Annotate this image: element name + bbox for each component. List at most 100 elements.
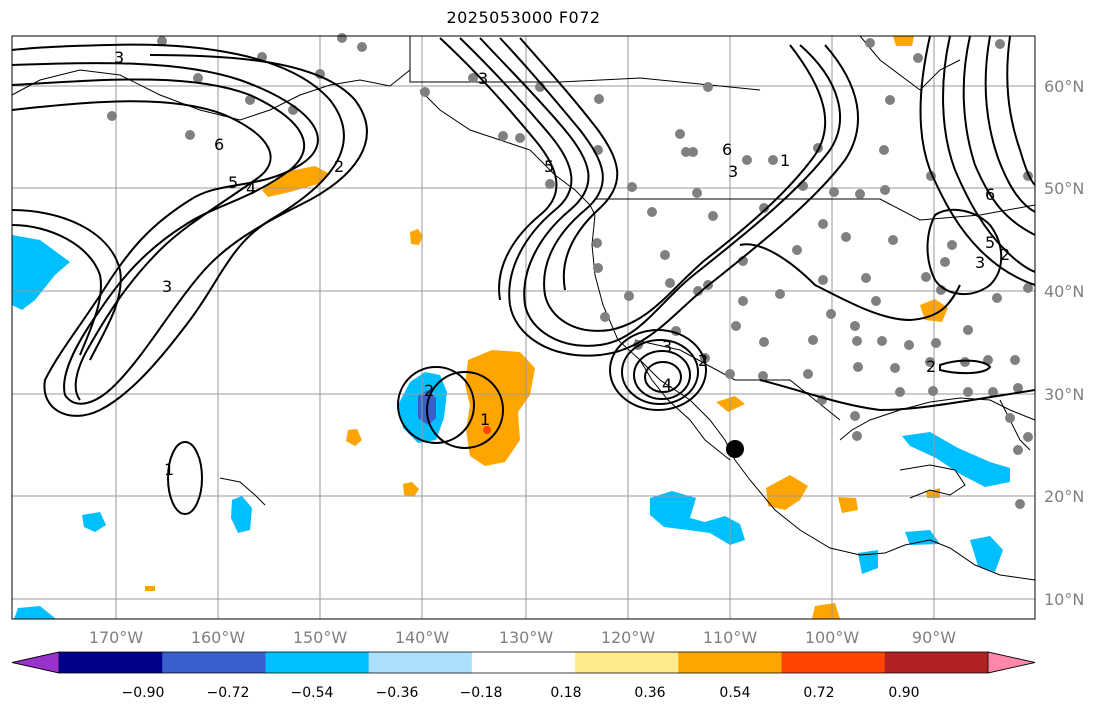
yucatan — [899, 464, 966, 499]
colorbar-ticks: −0.90 −0.72 −0.54 −0.36 −0.18 0.18 0.36 … — [122, 685, 920, 701]
station-points — [107, 33, 1033, 509]
contour-label: 1 — [480, 410, 490, 429]
colorbar-segment — [265, 652, 370, 673]
shade-orange-north-canada — [893, 36, 914, 46]
contour-label: 6 — [985, 185, 995, 204]
shade-orange-small-3 — [403, 482, 419, 497]
contour-labels: 3 6 5 4 2 3 3 5 6 3 1 2 3 4 2 1 1 2 3 5 … — [114, 48, 1010, 479]
hudson-bay — [859, 35, 961, 91]
shade-blue-caribbean — [970, 536, 1003, 572]
colorbar-segment — [884, 652, 989, 673]
shade-blue-gulf — [902, 432, 1010, 487]
contour-label: 3 — [975, 253, 985, 272]
colorbar-tick-label: −0.36 — [376, 685, 419, 701]
canada-north — [409, 36, 761, 91]
colorbar-extend-max — [987, 651, 1036, 674]
lat-label: 40°N — [1044, 282, 1084, 301]
colorbar-segment — [575, 652, 679, 673]
shade-orange-tiny — [145, 586, 155, 591]
hawaii — [219, 477, 266, 506]
colorbar-segment — [162, 652, 266, 673]
lat-label: 10°N — [1044, 590, 1084, 609]
map-title: 2025053000 F072 — [446, 8, 601, 27]
alaska-coast — [11, 69, 411, 121]
lat-label: 20°N — [1044, 487, 1084, 506]
latitude-labels: 60°N 50°N 40°N 30°N 20°N 10°N — [1044, 77, 1084, 609]
contour-label: 3 — [114, 48, 124, 67]
map-frame — [11, 35, 1036, 620]
colorbar-segment — [368, 652, 473, 673]
shade-orange-high — [465, 350, 535, 466]
colorbar-extend-min — [11, 651, 60, 674]
contour-label: 3 — [478, 69, 488, 88]
lat-label: 30°N — [1044, 385, 1084, 404]
shade-orange-mexico-2 — [838, 497, 858, 513]
colorbar-tick-label: −0.18 — [460, 685, 503, 701]
lon-label: 150°W — [293, 628, 348, 647]
map-panel — [12, 36, 1035, 619]
contour-lines — [11, 35, 1036, 515]
contour-label: 3 — [662, 337, 672, 356]
contour-label: 3 — [162, 277, 172, 296]
shade-orange-north-pacific — [262, 166, 330, 197]
shade-blue-central-america — [905, 530, 940, 545]
shade-orange-mexico-1 — [766, 475, 808, 510]
colorbar-segment — [59, 652, 163, 673]
shaded-field-layer — [12, 36, 1010, 619]
canada-west-coast — [419, 89, 596, 216]
contour-label: 5 — [228, 173, 238, 192]
shade-blue-small-1 — [231, 496, 252, 533]
contour-label: 2 — [334, 157, 344, 176]
lat-label: 60°N — [1044, 77, 1084, 96]
florida — [999, 399, 1031, 451]
contour-label: 6 — [214, 135, 224, 154]
colorbar-segment — [781, 652, 886, 673]
shade-orange-small-1 — [410, 229, 423, 245]
shade-red-spot — [483, 426, 491, 434]
marker-dot — [726, 440, 744, 458]
lon-label: 110°W — [703, 628, 758, 647]
contour-label: 4 — [662, 375, 672, 394]
shade-blue-pacific-south — [858, 550, 878, 574]
lon-label: 130°W — [499, 628, 554, 647]
contour-label: 2 — [424, 381, 434, 400]
colorbar-tick-label: 0.90 — [888, 685, 919, 701]
shade-blue-southwest-corner — [14, 606, 56, 619]
contour-label: 1 — [780, 151, 790, 170]
contour-label: 6 — [722, 140, 732, 159]
contour-label: 2 — [926, 357, 936, 376]
colorbar-segment — [471, 652, 576, 673]
shade-orange-south — [812, 603, 840, 619]
contour-label: 4 — [246, 179, 256, 198]
baja — [639, 359, 731, 461]
colorbar-tick-label: 0.72 — [803, 685, 834, 701]
colorbar-tick-label: −0.72 — [207, 685, 250, 701]
longitude-labels: 170°W 160°W 150°W 140°W 130°W 120°W 110°… — [89, 628, 956, 647]
shade-blue-small-2 — [82, 512, 106, 532]
lon-label: 90°W — [912, 628, 956, 647]
colorbar — [11, 651, 1036, 674]
contour-label: 5 — [985, 233, 995, 252]
colorbar-tick-label: −0.90 — [122, 685, 165, 701]
lon-label: 160°W — [191, 628, 246, 647]
shade-orange-small-2 — [346, 429, 362, 446]
shade-blue-mexico-1 — [650, 491, 745, 545]
contour-label: 1 — [164, 460, 174, 479]
contour-label: 3 — [728, 162, 738, 181]
graticule — [12, 36, 1035, 619]
colorbar-tick-label: −0.54 — [291, 685, 334, 701]
colorbar-tick-label: 0.18 — [550, 685, 581, 701]
lon-label: 120°W — [601, 628, 656, 647]
lon-label: 140°W — [395, 628, 450, 647]
colorbar-segment — [678, 652, 783, 673]
contour-label: 5 — [544, 157, 554, 176]
contour-label: 2 — [698, 351, 708, 370]
colorbar-tick-label: 0.54 — [719, 685, 750, 701]
lon-label: 170°W — [89, 628, 144, 647]
us-canada-border — [595, 198, 1036, 221]
lon-label: 100°W — [805, 628, 860, 647]
lat-label: 50°N — [1044, 179, 1084, 198]
colorbar-outline — [11, 651, 1036, 674]
colorbar-tick-label: 0.36 — [634, 685, 665, 701]
